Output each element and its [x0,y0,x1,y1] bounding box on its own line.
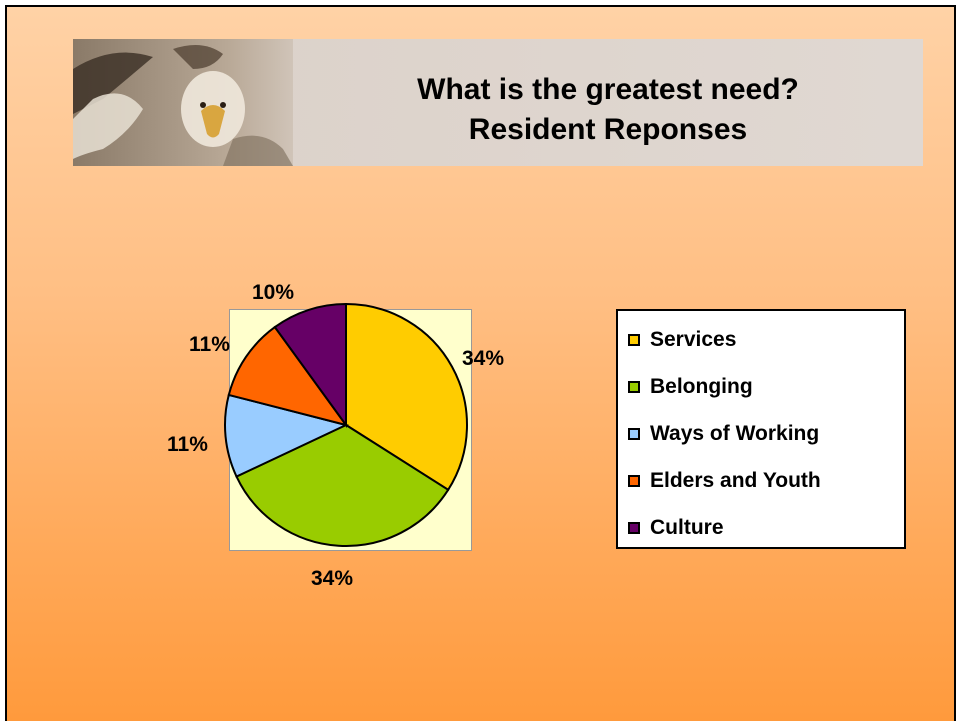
data-label-elders-and-youth: 11% [189,333,230,356]
pie-slice-elders-and-youth [227,325,349,427]
slide: What is the greatest need? Resident Repo… [5,5,956,721]
data-label-belonging: 34% [311,567,354,590]
eagle-image [73,39,293,166]
legend-item-ways-of-working: Ways of Working [628,421,819,447]
legend-item-belonging: Belonging [628,374,753,400]
legend-swatch-ways-of-working [628,428,640,440]
slide-title-line1: What is the greatest need? [417,73,799,106]
legend-swatch-culture [628,522,640,534]
pie-chart [224,302,468,547]
legend-label: Services [650,328,737,351]
title-banner: What is the greatest need? Resident Repo… [73,39,923,166]
legend-swatch-elders-and-youth [628,475,640,487]
data-label-culture: 10% [252,281,295,304]
legend-item-services: Services [628,327,736,353]
legend-item-elders-and-youth: Elders and Youth [628,468,821,494]
legend-label: Belonging [650,375,753,398]
legend-label: Culture [650,516,724,539]
legend-item-culture: Culture [628,515,724,541]
slide-title-line2: Resident Reponses [468,113,748,146]
data-label-services: 34% [462,347,505,370]
legend-label: Elders and Youth [650,469,821,492]
legend: Services Belonging Ways of Working Elder… [616,309,906,549]
pie-slice-ways-of-working [224,393,349,478]
legend-label: Ways of Working [650,422,820,445]
data-label-ways-of-working: 11% [167,433,208,456]
legend-swatch-belonging [628,381,640,393]
pie-slice-culture [273,302,347,429]
legend-swatch-services [628,334,640,346]
pie-slice-belonging [235,423,450,547]
